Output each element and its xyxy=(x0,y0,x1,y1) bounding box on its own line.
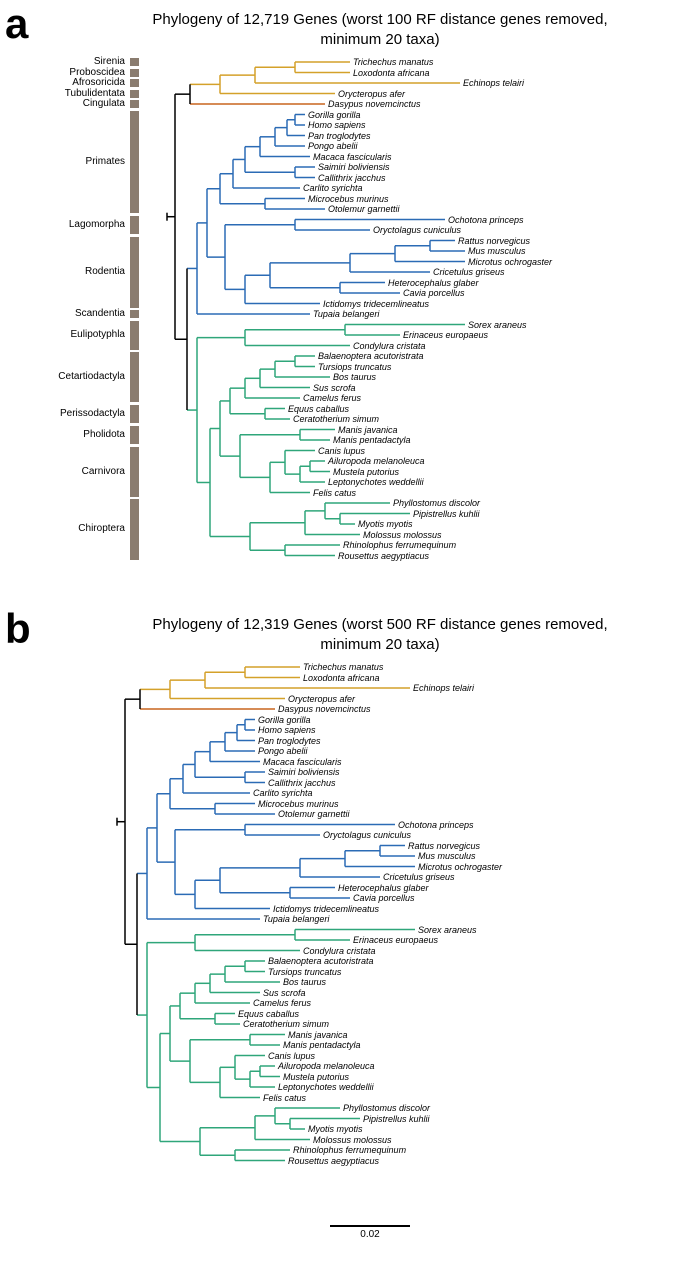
species-ailuropoda-melanoleuca: Ailuropoda melanoleuca xyxy=(328,456,425,466)
species-ailuropoda-melanoleuca: Ailuropoda melanoleuca xyxy=(278,1061,375,1071)
species-tursiops-truncatus: Tursiops truncatus xyxy=(318,362,391,372)
species-manis-pentadactyla: Manis pentadactyla xyxy=(333,435,411,445)
species-erinaceus-europaeus: Erinaceus europaeus xyxy=(403,330,488,340)
species-trichechus-manatus: Trichechus manatus xyxy=(353,57,433,67)
species-loxodonta-africana: Loxodonta africana xyxy=(303,673,380,683)
species-rousettus-aegyptiacus: Rousettus aegyptiacus xyxy=(288,1156,379,1166)
species-rattus-norvegicus: Rattus norvegicus xyxy=(458,236,530,246)
species-orycteropus-afer: Orycteropus afer xyxy=(338,89,405,99)
species-tupaia-belangeri: Tupaia belangeri xyxy=(313,309,379,319)
species-ochotona-princeps: Ochotona princeps xyxy=(448,215,524,225)
species-mus-musculus: Mus musculus xyxy=(418,851,476,861)
species-balaenoptera-acutoristrata: Balaenoptera acutoristrata xyxy=(318,351,424,361)
species-mus-musculus: Mus musculus xyxy=(468,246,526,256)
species-leptonychotes-weddellii: Leptonychotes weddellii xyxy=(328,477,424,487)
species-manis-pentadactyla: Manis pentadactyla xyxy=(283,1040,361,1050)
species-saimiri-boliviensis: Saimiri boliviensis xyxy=(268,767,340,777)
species-phyllostomus-discolor: Phyllostomus discolor xyxy=(343,1103,430,1113)
species-condylura-cristata: Condylura cristata xyxy=(353,341,426,351)
species-otolemur-garnettii: Otolemur garnettii xyxy=(328,204,400,214)
species-pipistrellus-kuhlii: Pipistrellus kuhlii xyxy=(363,1114,430,1124)
species-rhinolophus-ferrumequinum: Rhinolophus ferrumequinum xyxy=(343,540,456,550)
species-pongo-abelii: Pongo abelii xyxy=(308,141,358,151)
species-sorex-araneus: Sorex araneus xyxy=(418,925,477,935)
species-gorilla-gorilla: Gorilla gorilla xyxy=(308,110,361,120)
species-macaca-fascicularis: Macaca fascicularis xyxy=(263,757,342,767)
species-microcebus-murinus: Microcebus murinus xyxy=(258,799,339,809)
species-myotis-myotis: Myotis myotis xyxy=(358,519,413,529)
species-molossus-molossus: Molossus molossus xyxy=(363,530,442,540)
species-bos-taurus: Bos taurus xyxy=(283,977,326,987)
species-manis-javanica: Manis javanica xyxy=(338,425,398,435)
species-ictidomys-tridecemlineatus: Ictidomys tridecemlineatus xyxy=(273,904,379,914)
species-carlito-syrichta: Carlito syrichta xyxy=(303,183,363,193)
species-microtus-ochrogaster: Microtus ochrogaster xyxy=(418,862,502,872)
species-cricetulus-griseus: Cricetulus griseus xyxy=(433,267,505,277)
species-cavia-porcellus: Cavia porcellus xyxy=(403,288,465,298)
species-equus-caballus: Equus caballus xyxy=(288,404,349,414)
species-trichechus-manatus: Trichechus manatus xyxy=(303,662,383,672)
species-balaenoptera-acutoristrata: Balaenoptera acutoristrata xyxy=(268,956,374,966)
species-oryctolagus-cuniculus: Oryctolagus cuniculus xyxy=(323,830,411,840)
species-dasypus-novemcinctus: Dasypus novemcinctus xyxy=(278,704,371,714)
species-callithrix-jacchus: Callithrix jacchus xyxy=(268,778,336,788)
species-molossus-molossus: Molossus molossus xyxy=(313,1135,392,1145)
species-myotis-myotis: Myotis myotis xyxy=(308,1124,363,1134)
species-carlito-syrichta: Carlito syrichta xyxy=(253,788,313,798)
species-ceratotherium-simum: Ceratotherium simum xyxy=(293,414,379,424)
species-canis-lupus: Canis lupus xyxy=(318,446,365,456)
species-saimiri-boliviensis: Saimiri boliviensis xyxy=(318,162,390,172)
species-camelus-ferus: Camelus ferus xyxy=(253,998,311,1008)
species-cricetulus-griseus: Cricetulus griseus xyxy=(383,872,455,882)
species-felis-catus: Felis catus xyxy=(263,1093,306,1103)
species-bos-taurus: Bos taurus xyxy=(333,372,376,382)
species-leptonychotes-weddellii: Leptonychotes weddellii xyxy=(278,1082,374,1092)
species-canis-lupus: Canis lupus xyxy=(268,1051,315,1061)
species-callithrix-jacchus: Callithrix jacchus xyxy=(318,173,386,183)
species-homo-sapiens: Homo sapiens xyxy=(308,120,366,130)
species-felis-catus: Felis catus xyxy=(313,488,356,498)
species-gorilla-gorilla: Gorilla gorilla xyxy=(258,715,311,725)
species-phyllostomus-discolor: Phyllostomus discolor xyxy=(393,498,480,508)
species-echinops-telairi: Echinops telairi xyxy=(413,683,474,693)
species-pongo-abelii: Pongo abelii xyxy=(258,746,308,756)
species-manis-javanica: Manis javanica xyxy=(288,1030,348,1040)
species-pipistrellus-kuhlii: Pipistrellus kuhlii xyxy=(413,509,480,519)
species-cavia-porcellus: Cavia porcellus xyxy=(353,893,415,903)
species-pan-troglodytes: Pan troglodytes xyxy=(258,736,321,746)
species-erinaceus-europaeus: Erinaceus europaeus xyxy=(353,935,438,945)
species-sus-scrofa: Sus scrofa xyxy=(313,383,356,393)
species-camelus-ferus: Camelus ferus xyxy=(303,393,361,403)
species-ceratotherium-simum: Ceratotherium simum xyxy=(243,1019,329,1029)
species-microtus-ochrogaster: Microtus ochrogaster xyxy=(468,257,552,267)
species-loxodonta-africana: Loxodonta africana xyxy=(353,68,430,78)
species-sorex-araneus: Sorex araneus xyxy=(468,320,527,330)
scale-label: 0.02 xyxy=(330,1229,410,1240)
species-otolemur-garnettii: Otolemur garnettii xyxy=(278,809,350,819)
species-rousettus-aegyptiacus: Rousettus aegyptiacus xyxy=(338,551,429,561)
species-ictidomys-tridecemlineatus: Ictidomys tridecemlineatus xyxy=(323,299,429,309)
species-condylura-cristata: Condylura cristata xyxy=(303,946,376,956)
species-dasypus-novemcinctus: Dasypus novemcinctus xyxy=(328,99,421,109)
species-ochotona-princeps: Ochotona princeps xyxy=(398,820,474,830)
species-sus-scrofa: Sus scrofa xyxy=(263,988,306,998)
species-tupaia-belangeri: Tupaia belangeri xyxy=(263,914,329,924)
species-oryctolagus-cuniculus: Oryctolagus cuniculus xyxy=(373,225,461,235)
species-macaca-fascicularis: Macaca fascicularis xyxy=(313,152,392,162)
species-orycteropus-afer: Orycteropus afer xyxy=(288,694,355,704)
species-equus-caballus: Equus caballus xyxy=(238,1009,299,1019)
species-rattus-norvegicus: Rattus norvegicus xyxy=(408,841,480,851)
species-mustela-putorius: Mustela putorius xyxy=(283,1072,349,1082)
species-pan-troglodytes: Pan troglodytes xyxy=(308,131,371,141)
species-heterocephalus-glaber: Heterocephalus glaber xyxy=(388,278,479,288)
species-rhinolophus-ferrumequinum: Rhinolophus ferrumequinum xyxy=(293,1145,406,1155)
scale-bar xyxy=(330,1225,410,1227)
species-homo-sapiens: Homo sapiens xyxy=(258,725,316,735)
species-microcebus-murinus: Microcebus murinus xyxy=(308,194,389,204)
species-mustela-putorius: Mustela putorius xyxy=(333,467,399,477)
species-heterocephalus-glaber: Heterocephalus glaber xyxy=(338,883,429,893)
species-echinops-telairi: Echinops telairi xyxy=(463,78,524,88)
species-tursiops-truncatus: Tursiops truncatus xyxy=(268,967,341,977)
